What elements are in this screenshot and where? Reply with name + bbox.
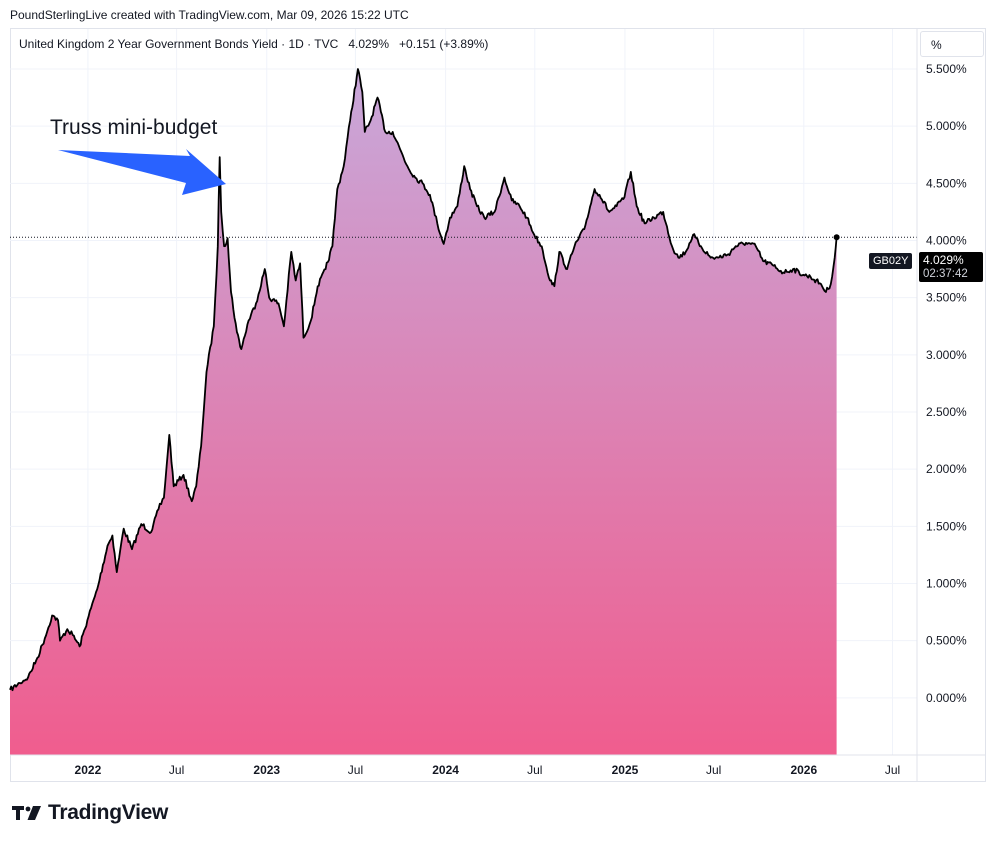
- y-tick-label: 3.500%: [926, 291, 967, 305]
- symbol-description: United Kingdom 2 Year Government Bonds Y…: [19, 37, 339, 51]
- annotation-arrow-icon: [58, 149, 226, 195]
- y-tick-label: 2.500%: [926, 405, 967, 419]
- y-tick-label: 1.500%: [926, 519, 967, 533]
- annotation-label: Truss mini-budget: [50, 116, 217, 139]
- bar-countdown: 02:37:42: [923, 268, 968, 280]
- x-tick-label: 2025: [612, 763, 639, 777]
- last-price-dot: [833, 234, 840, 241]
- y-tick-label: 2.000%: [926, 462, 967, 476]
- chart-credit: PoundSterlingLive created with TradingVi…: [10, 8, 409, 22]
- x-tick-label: Jul: [169, 763, 184, 777]
- time-scale[interactable]: 2022 Jul 2023 Jul 2024 Jul 2025 Jul 2026 Jul: [75, 763, 901, 777]
- x-tick-label: Jul: [527, 763, 542, 777]
- y-tick-label: 0.000%: [926, 691, 967, 705]
- y-tick-label: 0.500%: [926, 634, 967, 648]
- x-tick-label: Jul: [706, 763, 721, 777]
- x-tick-label: 2023: [253, 763, 280, 777]
- x-tick-label: 2022: [75, 763, 102, 777]
- x-tick-label: Jul: [348, 763, 363, 777]
- y-tick-label: 4.000%: [926, 234, 967, 248]
- price-badge-value: 4.029%: [923, 253, 964, 267]
- tradingview-brand: TradingView: [48, 801, 169, 824]
- y-tick-label: 5.000%: [926, 119, 967, 133]
- y-tick-label: 4.500%: [926, 176, 967, 190]
- chart-frame: [10, 28, 986, 782]
- ticker-badge: GB02Y: [869, 253, 913, 269]
- tradingview-logo-icon: [12, 806, 41, 820]
- tradingview-logo[interactable]: TradingView: [12, 801, 168, 825]
- x-tick-label: 2024: [432, 763, 459, 777]
- y-tick-label: 3.000%: [926, 348, 967, 362]
- x-tick-label: Jul: [885, 763, 900, 777]
- scale-unit-button[interactable]: %: [920, 31, 984, 57]
- price-badge: 4.029% 02:37:42: [919, 252, 983, 282]
- price-scale[interactable]: 0.000% 0.500% 1.000% 1.500% 2.000% 2.500% 3.00…: [926, 62, 967, 705]
- symbol-legend[interactable]: United Kingdom 2 Year Government Bonds Y…: [19, 37, 488, 51]
- y-tick-label: 5.500%: [926, 62, 967, 76]
- yield-line: [9, 68, 838, 692]
- yield-area-fill: [10, 69, 837, 755]
- y-tick-label: 1.000%: [926, 577, 967, 591]
- legend-change: +0.151 (+3.89%): [399, 37, 489, 51]
- legend-price: 4.029%: [348, 37, 390, 51]
- x-tick-label: 2026: [790, 763, 817, 777]
